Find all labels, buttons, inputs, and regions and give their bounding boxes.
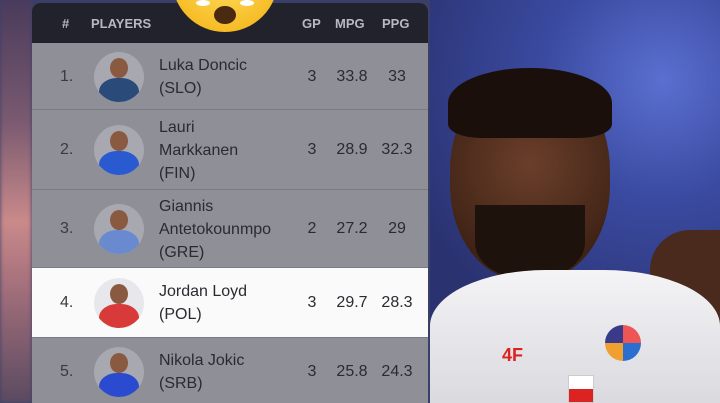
player-name: Luka Doncic (SLO) [159,54,247,100]
avatar [94,204,144,254]
header-rank: # [62,16,70,31]
ppg-value: 33 [388,67,406,85]
mpg-value: 27.2 [336,220,368,237]
table-row: 1. Luka Doncic (SLO) 3 33.8 33 [32,43,428,110]
table-row: 4. Jordan Loyd (POL) 3 29.7 28.3 [32,268,428,338]
player-beard [475,205,585,280]
basketball-logo-icon [605,325,641,361]
player-name-line: Giannis [159,197,214,215]
avatar [94,347,144,397]
mpg-value: 33.8 [336,67,368,85]
avatar [94,278,144,328]
player-name-line: Lauri [159,118,195,136]
ppg-value: 29 [388,220,406,237]
poland-flag-icon [568,375,594,403]
player-name-line: Antetokounmpo [159,220,272,238]
mpg-value: 29.7 [336,294,368,311]
player-name-line: (SLO) [159,79,202,97]
header-ppg: PPG [382,16,410,31]
gp-value: 3 [307,67,317,85]
background-blur [0,0,32,403]
player-name: Lauri Markkanen (FIN) [159,116,238,185]
player-name-line: (POL) [159,306,202,323]
rank: 2. [60,141,74,158]
player-name-line: Luka Doncic [159,56,248,74]
player-hair [448,68,612,138]
player-name-line: (GRE) [159,243,205,261]
gp-value: 2 [307,220,317,237]
player-name-line: (SRB) [159,375,203,392]
jersey-logo: 4F [502,345,524,365]
table-row: 5. Nikola Jokic (SRB) 3 25.8 24.3 [32,338,428,403]
player-photo: 4F [430,0,720,403]
rank: 1. [60,67,74,85]
player-name: Jordan Loyd (POL) [159,280,247,326]
stats-table: # PLAYERS GP MPG PPG 1. Luka Doncic (SLO)… [32,3,428,403]
ppg-value: 24.3 [381,363,413,380]
player-name-line: Jordan Loyd [159,283,248,300]
rank: 5. [60,363,74,380]
table-row: 3. Giannis Antetokounmpo (GRE) 2 27.2 29 [32,190,428,268]
mpg-value: 28.9 [336,141,368,158]
player-name: Giannis Antetokounmpo (GRE) [159,195,271,264]
header-mpg: MPG [335,16,365,31]
avatar [94,125,144,175]
gp-value: 3 [307,294,317,311]
player-name: Nikola Jokic (SRB) [159,349,244,395]
gp-value: 3 [307,363,317,380]
header-gp: GP [302,16,321,31]
player-name-line: Nikola Jokic [159,352,245,369]
ppg-value: 28.3 [381,294,413,311]
mpg-value: 25.8 [336,363,368,380]
rank: 3. [60,220,74,237]
avatar [94,51,144,102]
header-players: PLAYERS [91,16,152,31]
rank: 4. [60,294,74,311]
table-row: 2. Lauri Markkanen (FIN) 3 28.9 32.3 [32,110,428,190]
gp-value: 3 [307,141,317,158]
ppg-value: 32.3 [381,141,413,158]
player-name-line: Markkanen [159,141,239,159]
player-name-line: (FIN) [159,164,196,182]
